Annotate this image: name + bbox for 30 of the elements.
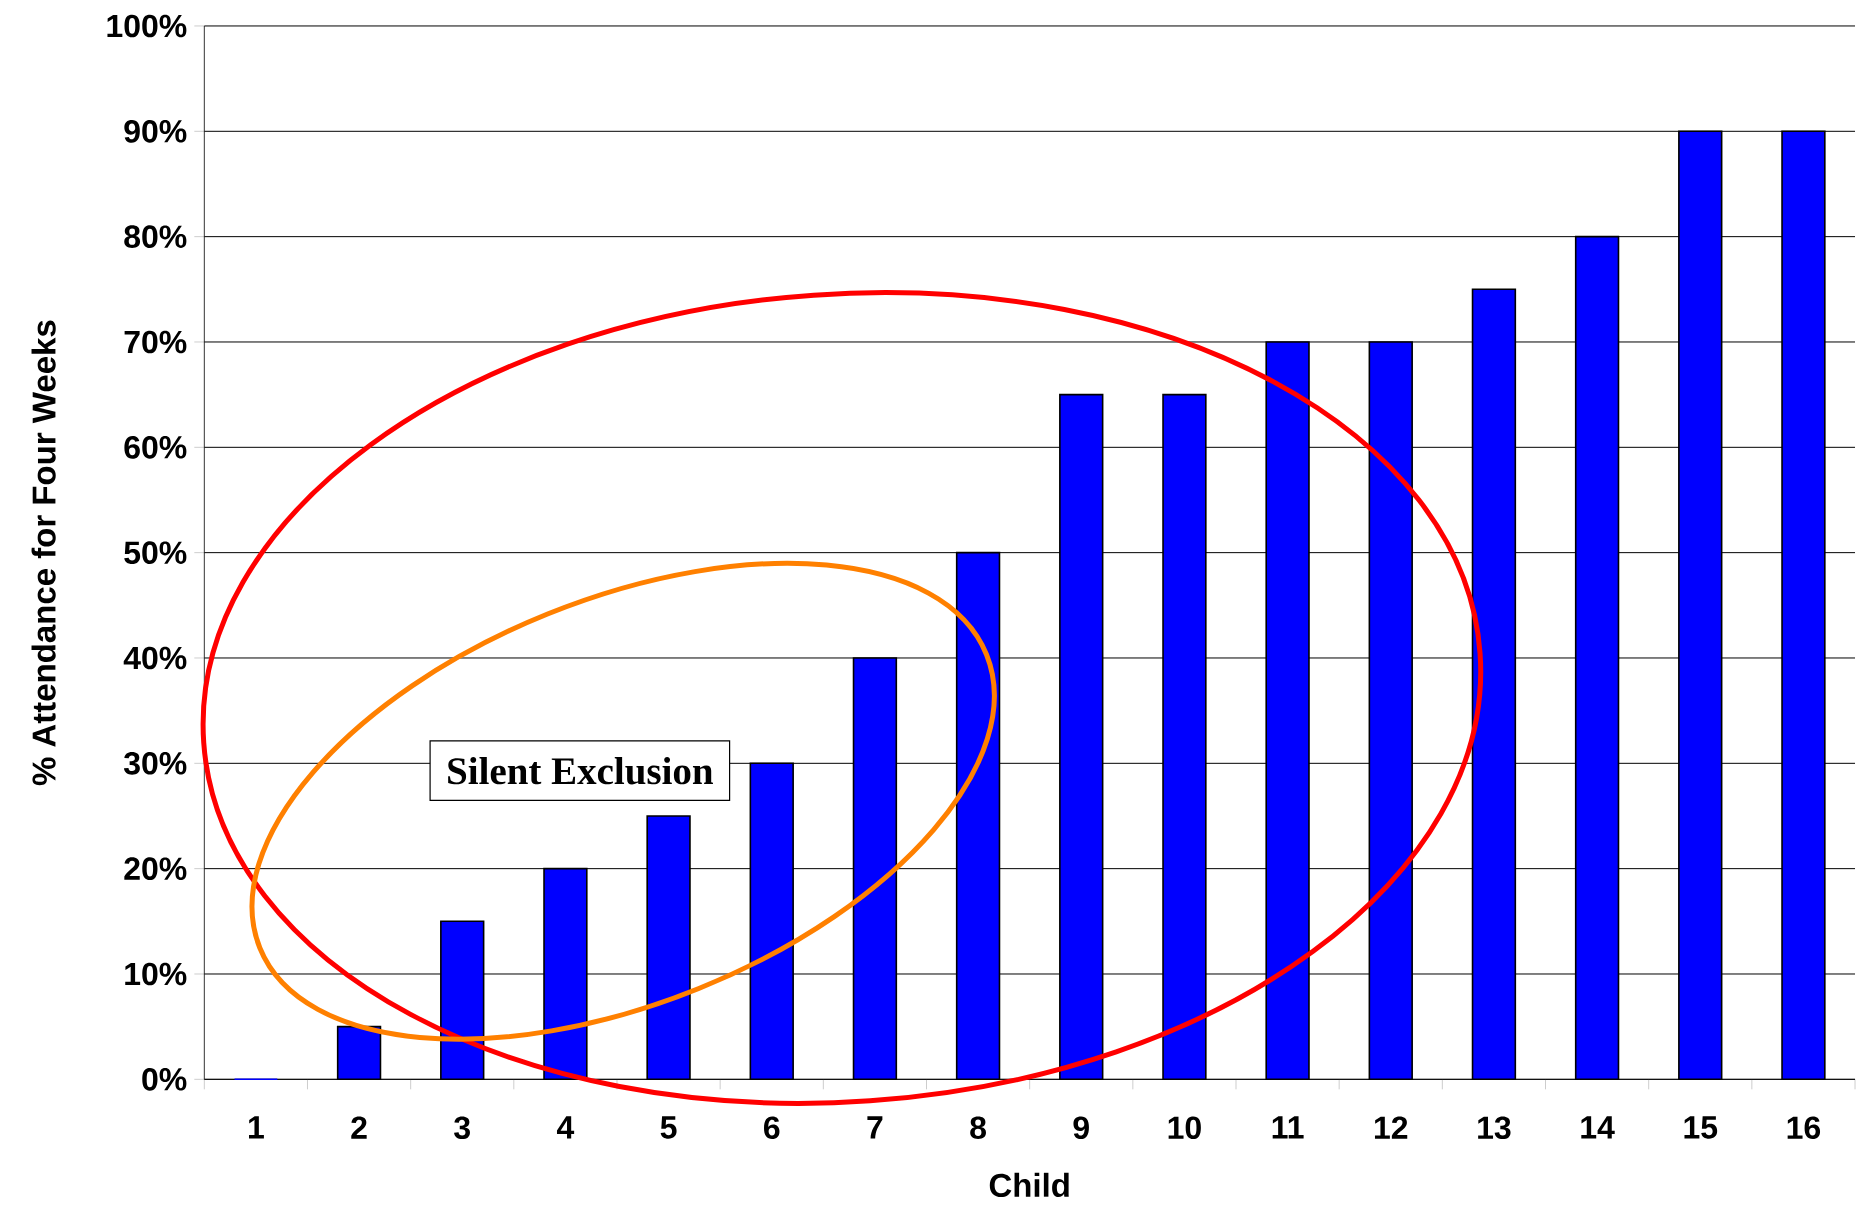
x-tick-label: 9 [1073, 1116, 1089, 1139]
x-tick-label: 5 [660, 1116, 677, 1139]
x-tick-label: 6 [764, 1116, 780, 1139]
x-tick-label: 7 [867, 1116, 883, 1139]
y-tick-label: 90% [124, 119, 187, 143]
annotation: Silent Exclusion [448, 756, 713, 785]
y-tick-label: 40% [123, 646, 187, 670]
y-tick-label: 50% [124, 541, 187, 564]
x-tick-label: 10 [1168, 1116, 1201, 1139]
x-tick-label: 8 [970, 1116, 986, 1139]
x-tick-label: 2 [351, 1116, 367, 1139]
y-tick-label: 20% [124, 857, 187, 880]
x-tick-label: 13 [1478, 1116, 1511, 1140]
x-tick-label: 4 [556, 1116, 575, 1139]
y-tick-label: 10% [125, 962, 187, 986]
x-tick-label: 14 [1581, 1116, 1615, 1139]
y-tick-label: 100% [107, 14, 187, 38]
x-tick-label: 15 [1684, 1116, 1718, 1139]
y-tick-label: 60% [124, 435, 187, 459]
y-axis-title: % Attendance for Four Weeks [31, 320, 56, 786]
x-tick-label: 3 [454, 1116, 470, 1140]
x-tick-label: 11 [1272, 1116, 1304, 1139]
y-tick-label: 30% [123, 751, 187, 775]
x-tick-label: 16 [1787, 1116, 1821, 1139]
y-tick-label: 70% [124, 330, 187, 354]
x-tick-label: 1 [249, 1116, 264, 1139]
y-tick-label: 80% [124, 225, 187, 248]
x-tick-label: 12 [1374, 1116, 1408, 1139]
y-tick-label: 0% [142, 1067, 187, 1091]
x-axis-title: Child [989, 1172, 1069, 1197]
